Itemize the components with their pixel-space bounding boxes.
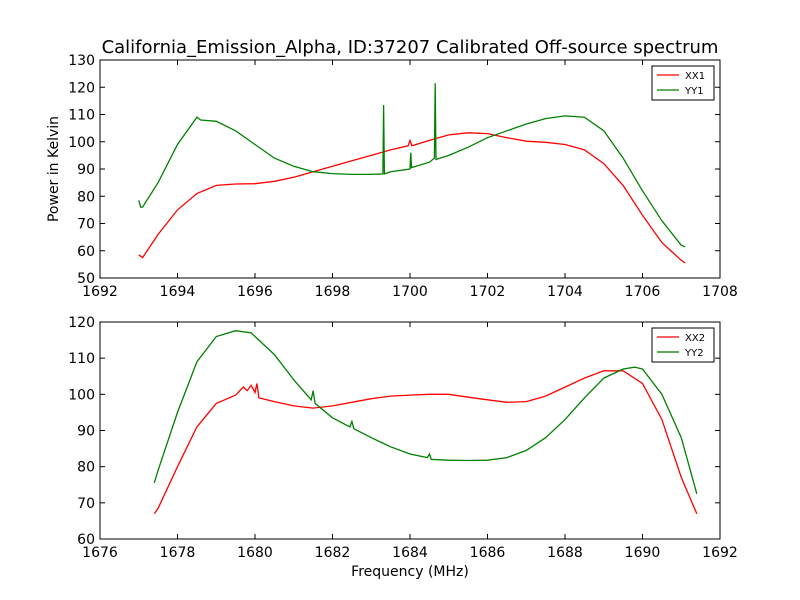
- x-tick-label: 1684: [392, 545, 428, 561]
- y-tick-label: 130: [68, 53, 95, 69]
- x-tick-label: 1704: [547, 284, 583, 300]
- legend-box: [651, 327, 715, 363]
- x-tick-label: 1682: [315, 545, 351, 561]
- series-line-xx2: [153, 370, 698, 515]
- series-line-yy1: [138, 83, 686, 248]
- x-tick-label: 1692: [82, 284, 118, 300]
- y-tick-label: 110: [68, 108, 95, 124]
- x-tick-label: 1688: [547, 545, 583, 561]
- y-tick-label: 120: [68, 315, 95, 331]
- y-tick-label: 100: [68, 135, 95, 151]
- x-tick-label: 1690: [625, 545, 661, 561]
- y-tick-label: 100: [68, 387, 95, 403]
- y-axis-label: Power in Kelvin: [46, 116, 62, 222]
- y-tick-label: 70: [77, 496, 95, 512]
- y-tick-label: 50: [77, 271, 95, 287]
- series-line-yy2: [153, 330, 698, 494]
- x-tick-label: 1700: [392, 284, 428, 300]
- x-tick-label: 1708: [702, 284, 738, 300]
- x-tick-label: 1694: [160, 284, 196, 300]
- y-tick-label: 90: [77, 162, 95, 178]
- legend-label-yy2: YY2: [684, 348, 704, 359]
- x-axis-label: Frequency (MHz): [351, 564, 469, 580]
- bottom-spectrum-plot: 1676 1678 1680 1682 1684 1686 1688 1690 1692 60 70…: [68, 315, 738, 561]
- y-tick-label: 60: [77, 244, 95, 260]
- y-tick-label: 70: [77, 217, 95, 233]
- y-tick-label: 80: [77, 189, 95, 205]
- x-tick-label: 1702: [470, 284, 506, 300]
- x-tick-label: 1706: [625, 284, 661, 300]
- x-tick-label: 1696: [237, 284, 273, 300]
- y-tick-label: 120: [68, 80, 95, 96]
- top-spectrum-plot: 1692 1694 1696 1698 1700 1702 1704 1706 1708 50 60…: [68, 53, 738, 300]
- x-tick-label: 1680: [237, 545, 273, 561]
- legend-box: [651, 65, 715, 101]
- y-tick-label: 60: [77, 532, 95, 548]
- legend-label-xx1: XX1: [685, 71, 705, 82]
- x-tick-label: 1692: [702, 545, 738, 561]
- x-tick-label: 1698: [315, 284, 351, 300]
- y-tick-label: 80: [77, 460, 95, 476]
- legend-label-xx2: XX2: [685, 333, 705, 344]
- figure-title: California_Emission_Alpha, ID:37207 Cali…: [102, 37, 719, 58]
- x-tick-label: 1676: [82, 545, 118, 561]
- x-tick-label: 1686: [470, 545, 506, 561]
- y-tick-label: 90: [77, 424, 95, 440]
- series-line-xx1: [138, 132, 686, 264]
- x-tick-label: 1678: [160, 545, 196, 561]
- legend-label-yy1: YY1: [684, 86, 704, 97]
- y-tick-label: 110: [68, 351, 95, 367]
